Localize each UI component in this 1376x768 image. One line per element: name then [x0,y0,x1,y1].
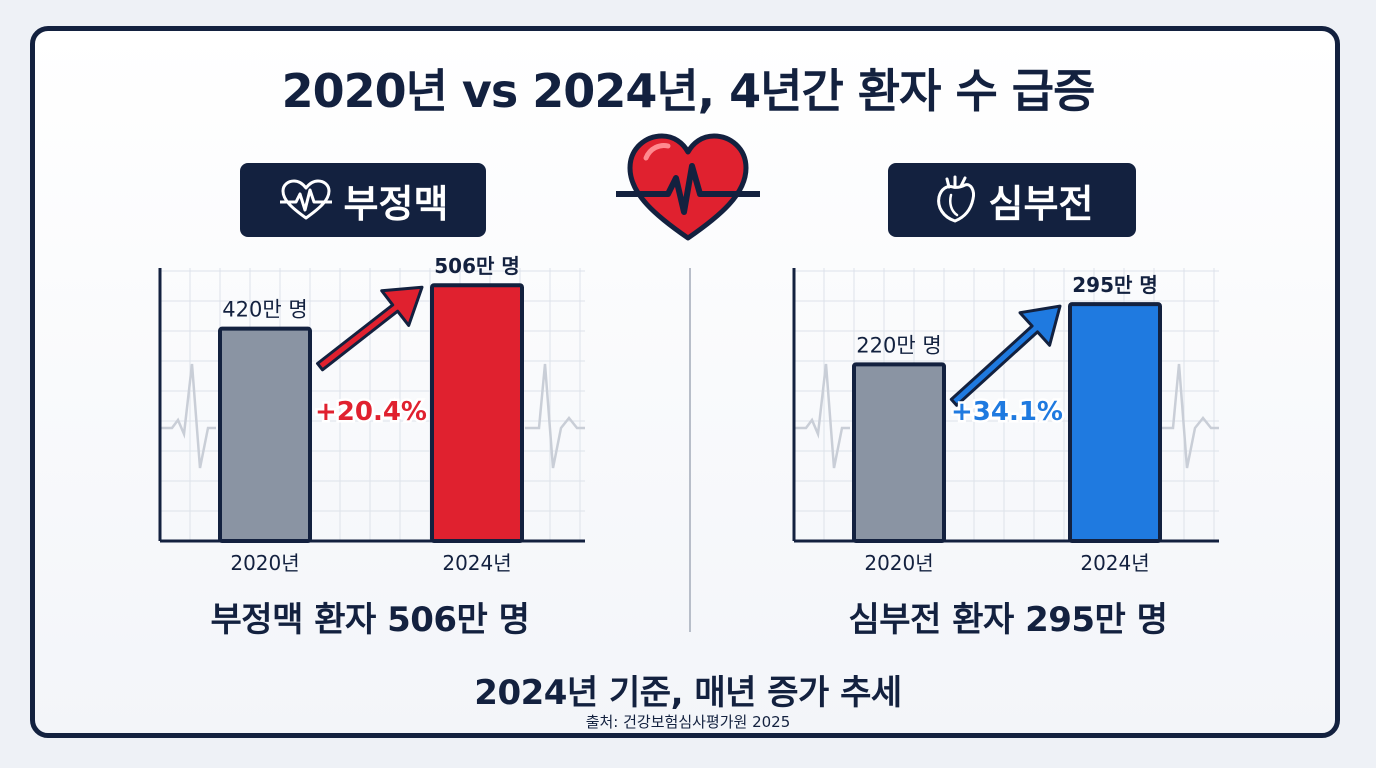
arrhythmia-bar-0 [218,326,312,543]
source-note: 출처: 건강보험심사평가원 2025 [585,713,791,731]
heart-failure-change-label: +34.1% [951,397,1063,427]
heart-failure-data-label-0: 220만 명 [856,333,941,357]
heart-failure-badge-label: 심부전 [988,181,1094,226]
arrhythmia-bar-1 [430,283,524,544]
arrhythmia-change-label: +20.4% [315,397,427,427]
arrhythmia-growth-arrow [316,285,424,372]
heart-failure-growth-arrow [949,304,1062,407]
page-title: 2020년 vs 2024년, 4년간 환자 수 급증 [281,64,1096,118]
heart-failure-tick-label-1: 2024년 [1080,551,1149,575]
heart-failure-plot: 220만 명 2020년 295만 명 2024년 +34.1% [792,268,1219,575]
arrhythmia-plot: 420만 명 2020년 506만 명 2024년 +20.4% [158,254,585,575]
arrhythmia-ecg-trace [160,363,216,469]
heart-failure-bar-1 [1068,302,1162,543]
heart-failure-data-label-1: 295만 명 [1072,273,1158,297]
anatomical-heart-icon [936,175,975,223]
heart-failure-tick-label-0: 2020년 [864,551,933,575]
arrhythmia-badge-label: 부정맥 [343,181,449,226]
heartbeat-icon [279,179,332,220]
arrhythmia-tick-label-0: 2020년 [230,551,299,575]
arrhythmia-caption: 부정맥 환자 506만 명 [210,600,530,640]
heart-failure-ecg-trace [794,363,850,469]
heart-failure-bar-0 [852,362,946,543]
arrhythmia-data-label-1: 506만 명 [434,254,520,278]
arrhythmia-ecg-trace [525,363,585,469]
arrhythmia-data-label-0: 420만 명 [222,298,307,322]
arrhythmia-chart: 420만 명 2020년 506만 명 2024년 +20.4% [158,254,585,575]
heart-pulse-icon [616,133,760,241]
footer-summary: 2024년 기준, 매년 증가 추세 [474,673,902,713]
heart-failure-ecg-trace [1159,363,1219,469]
arrhythmia-tick-label-1: 2024년 [442,551,511,575]
panel-divider [689,268,691,632]
arrhythmia-badge: 부정맥 [240,163,486,237]
heart-failure-caption: 심부전 환자 295만 명 [848,600,1168,640]
heart-failure-badge: 심부전 [888,163,1136,237]
